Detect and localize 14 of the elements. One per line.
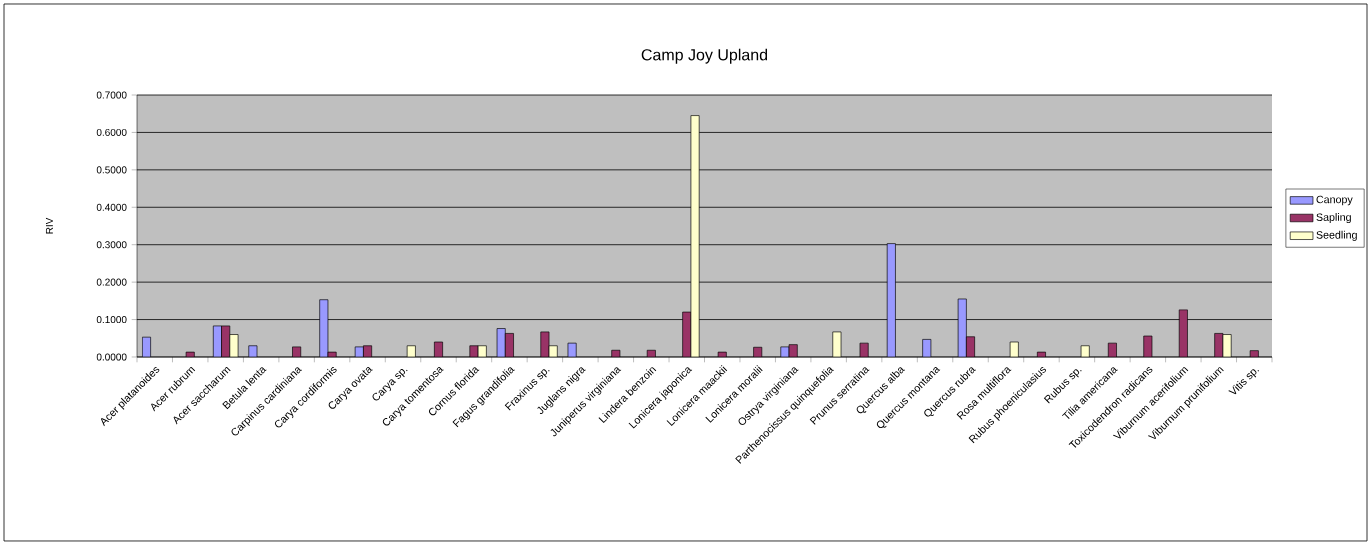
y-tick-label: 0.2000 [96, 278, 127, 286]
chart-title: Camp Joy Upland [641, 48, 768, 64]
legend-label: Sapling [1316, 213, 1351, 224]
legend-label: Canopy [1316, 195, 1353, 206]
y-axis-title: RIV [45, 217, 53, 234]
y-tick-label: 0.1000 [96, 316, 127, 324]
x-tick-label: Vitis sp. [1228, 369, 1260, 395]
y-tick-label: 0.6000 [96, 128, 127, 136]
y-tick-label: 0.7000 [96, 91, 127, 99]
legend-label: Seedling [1316, 230, 1357, 241]
y-tick-label: 0.4000 [96, 203, 127, 211]
y-tick-label: 0.3000 [96, 241, 127, 249]
y-tick-label: 0.5000 [96, 166, 127, 174]
y-tick-label: 0.0000 [96, 353, 127, 361]
